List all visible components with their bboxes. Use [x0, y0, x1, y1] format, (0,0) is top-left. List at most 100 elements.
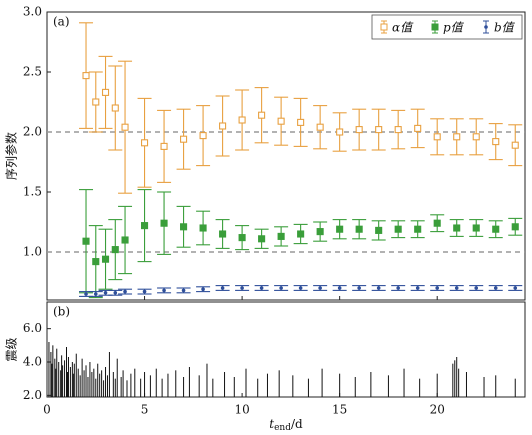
point: [337, 286, 342, 290]
point: [103, 291, 108, 295]
legend-marker: [431, 23, 439, 31]
point: [357, 286, 361, 290]
point: [279, 286, 283, 290]
point: [162, 288, 166, 293]
point: [141, 139, 149, 147]
point: [316, 123, 324, 131]
point: [433, 219, 441, 227]
point: [92, 98, 100, 106]
point: [238, 116, 246, 124]
y-tick-label: 2.0: [23, 125, 42, 139]
point: [121, 236, 129, 244]
point: [199, 224, 207, 232]
point: [511, 141, 519, 149]
point: [277, 232, 285, 240]
x-axis-label: tend/d: [269, 417, 303, 433]
point: [219, 122, 227, 130]
point: [472, 224, 480, 232]
x-tick-label: 10: [234, 403, 249, 417]
panel-label: (b): [53, 305, 70, 319]
y-tick-label: 2.5: [23, 65, 42, 79]
y-tick-label: 2.0: [23, 388, 42, 402]
x-tick-label: 15: [332, 403, 347, 417]
point: [453, 133, 461, 141]
point: [92, 258, 100, 266]
point: [82, 237, 90, 245]
point: [82, 72, 90, 80]
point: [454, 286, 459, 290]
point: [201, 287, 205, 292]
point: [355, 225, 363, 233]
point: [84, 292, 88, 296]
plot-frame: [46, 301, 526, 398]
point: [113, 291, 118, 295]
point: [93, 292, 98, 296]
point: [258, 235, 266, 243]
point: [121, 123, 129, 131]
point: [277, 117, 285, 125]
point: [511, 223, 519, 231]
legend-marker: [484, 25, 488, 29]
point: [240, 286, 244, 290]
point: [180, 223, 188, 231]
point: [394, 126, 402, 134]
x-label-unit: /d: [291, 417, 303, 431]
point: [318, 286, 322, 290]
point: [180, 135, 188, 143]
point: [111, 246, 119, 254]
y-tick-label: 3.0: [23, 5, 42, 19]
point: [472, 133, 480, 141]
point: [375, 226, 383, 234]
point: [123, 289, 127, 294]
x-label-main: t: [269, 417, 274, 431]
y-tick-label: 6.0: [23, 321, 42, 335]
point: [394, 225, 402, 233]
point: [396, 286, 400, 290]
point: [336, 225, 344, 233]
point: [101, 88, 110, 96]
point: [111, 104, 119, 112]
point: [199, 132, 207, 140]
point: [219, 230, 227, 238]
point: [433, 133, 441, 141]
y-axis-label: 震级: [5, 337, 19, 361]
point: [493, 286, 498, 290]
point: [435, 286, 440, 290]
point: [238, 234, 246, 242]
x-tick-label: 5: [141, 403, 149, 417]
point: [355, 126, 363, 134]
point: [414, 124, 422, 132]
point: [375, 126, 383, 134]
point: [513, 286, 518, 290]
legend-marker: [380, 23, 388, 31]
x-tick-label: 0: [43, 403, 51, 417]
point: [492, 225, 500, 233]
point: [492, 138, 500, 146]
point: [258, 111, 266, 119]
point: [376, 286, 381, 290]
y-tick-label: 1.0: [23, 245, 42, 259]
point: [297, 230, 305, 238]
point: [101, 255, 110, 263]
legend-label: p值: [443, 21, 465, 35]
point: [316, 228, 324, 236]
plot-frame: [46, 11, 526, 301]
legend-label: b值: [494, 21, 516, 35]
y-axis-label: 序列参数: [4, 132, 19, 180]
x-label-sub: end: [274, 423, 291, 433]
legend-label: α值: [392, 21, 414, 35]
legend-box: [371, 14, 523, 40]
point: [453, 224, 461, 232]
panel-label: (a): [53, 15, 70, 29]
point: [297, 118, 305, 126]
point: [181, 288, 186, 293]
x-tick-label: 20: [430, 403, 445, 417]
point: [160, 219, 168, 227]
point: [298, 286, 303, 290]
point: [220, 286, 225, 290]
point: [142, 289, 147, 294]
y-tick-label: 1.5: [23, 185, 42, 199]
point: [336, 128, 344, 136]
y-tick-label: 4.0: [23, 355, 42, 369]
